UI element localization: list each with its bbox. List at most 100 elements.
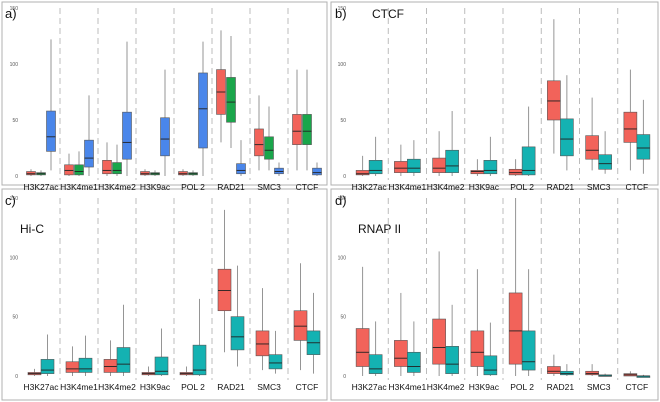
y-tick-label: 150 [338,196,347,202]
y-tick-label: 100 [338,255,347,261]
box-series-2 [445,149,459,173]
x-category-label: H3K27ac [352,382,388,392]
x-category-label: SMC3 [587,382,611,392]
x-category-label: H3K9ac [140,382,171,392]
x-category-label: H3K4me1 [388,382,426,392]
x-category-label: RAD21 [547,182,575,192]
box-series-2 [302,114,312,145]
box-series-2 [407,158,421,173]
x-category-label: H3K27ac [24,182,60,192]
panel-frame-c [1,188,328,401]
x-category-label: POL 2 [510,382,534,392]
y-tick-label: 50 [12,315,18,321]
box-series-1 [394,161,408,173]
y-tick-label: 50 [340,118,346,124]
box-series-1 [394,340,408,367]
box-series-2 [483,355,498,376]
box-series-2 [268,354,283,370]
x-category-label: CTCF [296,182,319,192]
x-category-label: H3K4me2 [427,182,465,192]
box-series-1 [470,330,485,367]
box-series-1 [585,370,599,376]
x-category-label: H3K4me2 [98,182,136,192]
box-series-1 [217,268,232,312]
box-series-2 [40,359,55,374]
chart-panel-d: d) RNAP II 0 50 100 150 H3K27ac H3K4me1 H3K4me2 H… [335,193,651,392]
x-category-label: H3K4me1 [60,382,98,392]
box-series-1 [292,114,302,145]
x-category-label: RAD21 [217,182,245,192]
y-tick-label: 0 [343,374,346,380]
box-series-2 [154,356,169,376]
box-series-2 [521,330,536,371]
box-series-1 [547,80,561,121]
box-series-1 [103,359,118,373]
box-series-2 [368,160,383,175]
x-category-label: RAD21 [547,382,575,392]
y-tick-label: 100 [10,62,19,68]
chart-panel-c: c) Hi-C 0 50 100 150 H3K27ac H3K4me1 H3K4me2 H3K9… [5,193,321,392]
box-series-1 [255,330,270,357]
panel-label: a) [5,6,17,21]
x-category-label: H3K4me1 [60,182,98,192]
box-series-1 [178,171,188,176]
box-series-3 [46,110,56,152]
box-series-2 [483,160,498,175]
x-category-label: H3K9ac [140,182,171,192]
box-series-2 [78,357,93,373]
y-tick-label: 150 [10,6,19,12]
y-tick-label: 0 [15,374,18,380]
x-category-label: H3K27ac [352,182,388,192]
chart-panel-b: b) CTCF 0 50 100 150 H3K27ac H3K4me1 H3K4me2 H3K9… [335,6,651,192]
x-category-label: H3K4me1 [388,182,426,192]
box-series-2 [116,347,131,373]
box-series-2 [264,136,274,160]
x-category-label: POL 2 [510,182,534,192]
box-series-2 [368,354,383,374]
box-series-3 [312,167,322,176]
box-series-1 [623,111,638,143]
box-series-2 [112,162,122,175]
y-tick-label: 150 [338,6,347,12]
box-series-1 [65,361,80,373]
box-series-1 [26,171,36,176]
x-category-label: POL 2 [181,182,205,192]
x-category-label: CTCF [626,182,649,192]
x-category-label: H3K9ac [469,182,500,192]
box-series-2 [226,77,236,123]
x-category-label: SMC3 [257,182,281,192]
box-series-3 [160,117,170,157]
panel-title: Hi-C [20,222,44,236]
y-tick-label: 100 [338,62,347,68]
box-series-2 [636,134,651,160]
box-series-1 [508,292,523,365]
y-tick-label: 150 [10,196,19,202]
panel-label: c) [5,193,16,208]
x-category-label: H3K4me2 [98,382,136,392]
x-category-label: CTCF [296,382,319,392]
panel-label: b) [335,6,347,21]
box-series-1 [585,135,599,160]
box-series-3 [84,139,94,168]
box-series-2 [230,316,245,351]
panel-label: d) [335,193,347,208]
box-series-2 [521,146,536,176]
x-category-label: POL 2 [181,382,205,392]
box-series-1 [432,318,446,365]
box-series-3 [274,167,284,175]
box-series-2 [407,351,421,373]
box-series-3 [198,72,208,149]
panel-frame-a [1,1,328,186]
box-series-2 [598,154,612,170]
y-tick-label: 50 [340,315,346,321]
y-tick-label: 0 [343,174,346,180]
box-series-1 [293,310,308,341]
box-series-1 [140,171,150,176]
box-series-2 [560,370,574,376]
box-series-2 [74,164,84,176]
box-series-2 [445,346,459,374]
y-tick-label: 100 [10,255,19,261]
x-category-label: SMC3 [587,182,611,192]
box-series-1 [64,164,74,176]
